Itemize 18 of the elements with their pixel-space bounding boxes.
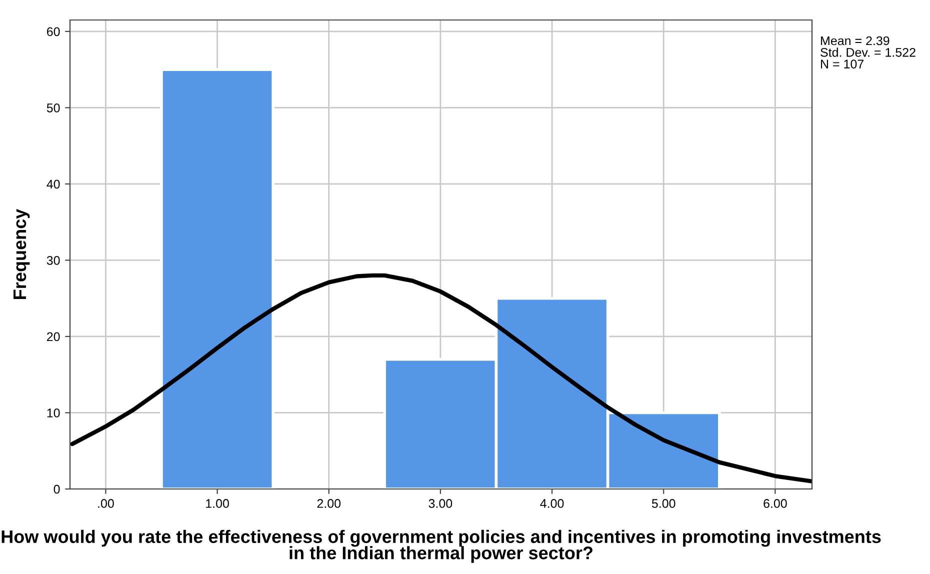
- x-tick-label: .00: [98, 499, 114, 508]
- x-tick-label: 2.00: [317, 499, 341, 508]
- y-tick-label: 0: [54, 484, 60, 494]
- y-tick-label: 10: [47, 408, 60, 418]
- y-tick-label: 20: [47, 332, 60, 342]
- y-axis-title: Frequency: [14, 208, 30, 299]
- x-tick-label: 6.00: [764, 499, 787, 508]
- line-series: [70, 273, 812, 484]
- x-tick-label: 1.00: [206, 499, 229, 508]
- x-tick-label: 3.00: [428, 499, 452, 508]
- x-tick-label: 4.00: [540, 499, 564, 508]
- x-tick-label: 5.00: [652, 499, 676, 508]
- y-tick-label: 50: [46, 104, 60, 112]
- x-axis-title: How would you rate the effectiveness of government policies and incentives in promoting investments in the Indian thermal power sector?: [2, 530, 881, 563]
- y-tick-label: 30: [46, 256, 60, 265]
- y-tick-label: 40: [46, 180, 60, 189]
- y-tick-label: 60: [47, 27, 60, 36]
- text: Mean = 2.39 Std. Dev. = 1.522 N = 107: [820, 36, 916, 68]
